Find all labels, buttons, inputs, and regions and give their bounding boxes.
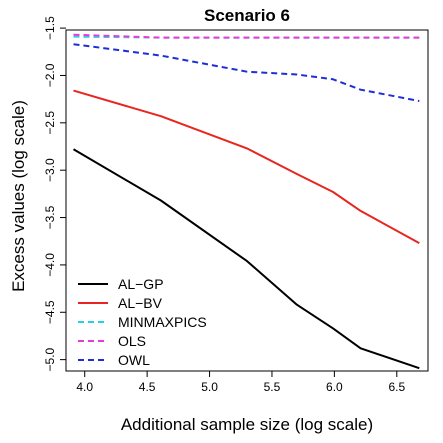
y-axis-label: Excess values (log scale)	[9, 100, 28, 292]
series-line-3	[73, 33, 420, 39]
series-line-0	[72, 148, 420, 370]
series-line-4	[73, 43, 420, 102]
y-tick-label-3: −3.0	[43, 158, 57, 182]
series-line-1	[73, 89, 420, 244]
x-axis-label: Additional sample size (log scale)	[121, 415, 373, 434]
y-tick-label-5: −4.0	[43, 253, 57, 277]
y-tick-label-2: −2.5	[43, 111, 57, 135]
legend-label-1: AL−BV	[118, 295, 163, 311]
legend-label-3: OLS	[118, 333, 146, 349]
y-tick-label-4: −3.5	[43, 205, 57, 229]
chart-title: Scenario 6	[204, 6, 290, 25]
y-tick-label-7: −5.0	[43, 347, 57, 371]
x-tick-label-1: 4.5	[139, 380, 156, 394]
legend-label-0: AL−GP	[118, 276, 164, 292]
x-tick-label-2: 5.0	[201, 380, 218, 394]
legend-label-4: OWL	[118, 352, 150, 368]
x-tick-label-0: 4.0	[76, 380, 93, 394]
plot-area: 4.0 4.5 5.0 5.5 6.0 6.5 −1.5 −2.0 −2.5 −3.0 −3.5 −4…	[43, 16, 429, 394]
legend: AL−GP AL−BV MINMAXPICS OLS OWL	[78, 276, 207, 368]
legend-label-2: MINMAXPICS	[118, 314, 207, 330]
x-tick-label-4: 6.0	[326, 380, 343, 394]
x-tick-label-5: 6.5	[388, 380, 405, 394]
y-tick-label-0: −1.5	[43, 16, 57, 40]
plot-frame	[65, 29, 429, 372]
y-tick-label-6: −4.5	[43, 300, 57, 324]
y-tick-label-1: −2.0	[43, 63, 57, 87]
x-tick-label-3: 5.5	[264, 380, 281, 394]
